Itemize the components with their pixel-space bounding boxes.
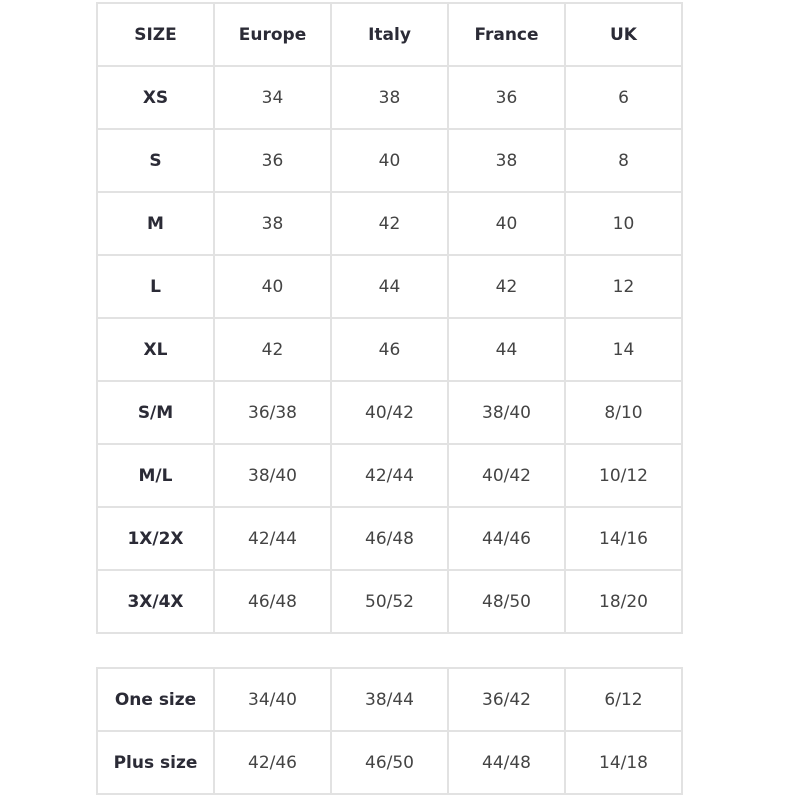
- size-label-cell: 3X/4X: [96, 569, 215, 634]
- column-header: Europe: [213, 2, 332, 67]
- size-value-cell: 10/12: [564, 443, 683, 508]
- header-row: SIZE Europe Italy France UK: [96, 2, 683, 67]
- size-value-cell: 44/48: [447, 730, 566, 795]
- column-header: France: [447, 2, 566, 67]
- size-label-cell: M: [96, 191, 215, 256]
- size-value-cell: 40/42: [330, 380, 449, 445]
- size-value-cell: 38: [213, 191, 332, 256]
- size-value-cell: 36: [447, 65, 566, 130]
- size-value-cell: 14/16: [564, 506, 683, 571]
- table-row: 1X/2X 42/44 46/48 44/46 14/16: [96, 506, 683, 571]
- table-row: One size 34/40 38/44 36/42 6/12: [96, 667, 683, 732]
- size-value-cell: 42/44: [213, 506, 332, 571]
- size-value-cell: 10: [564, 191, 683, 256]
- size-value-cell: 12: [564, 254, 683, 319]
- column-header: Italy: [330, 2, 449, 67]
- size-value-cell: 40: [213, 254, 332, 319]
- size-value-cell: 6/12: [564, 667, 683, 732]
- size-value-cell: 44/46: [447, 506, 566, 571]
- size-value-cell: 38/40: [447, 380, 566, 445]
- size-label-cell: L: [96, 254, 215, 319]
- size-value-cell: 44: [330, 254, 449, 319]
- size-value-cell: 46/50: [330, 730, 449, 795]
- size-value-cell: 42/46: [213, 730, 332, 795]
- table-row: M 38 42 40 10: [96, 191, 683, 256]
- size-value-cell: 8: [564, 128, 683, 193]
- size-value-cell: 34/40: [213, 667, 332, 732]
- size-value-cell: 38/44: [330, 667, 449, 732]
- size-value-cell: 40/42: [447, 443, 566, 508]
- size-value-cell: 34: [213, 65, 332, 130]
- size-label-cell: Plus size: [96, 730, 215, 795]
- size-value-cell: 36: [213, 128, 332, 193]
- size-value-cell: 48/50: [447, 569, 566, 634]
- size-value-cell: 14/18: [564, 730, 683, 795]
- size-label-cell: M/L: [96, 443, 215, 508]
- table-row: XS 34 38 36 6: [96, 65, 683, 130]
- table-row: XL 42 46 44 14: [96, 317, 683, 382]
- size-value-cell: 38: [330, 65, 449, 130]
- size-value-cell: 40: [447, 191, 566, 256]
- one-plus-size-table: One size 34/40 38/44 36/42 6/12 Plus size 42/4…: [96, 667, 683, 795]
- size-label-cell: 1X/2X: [96, 506, 215, 571]
- size-value-cell: 6: [564, 65, 683, 130]
- size-label-cell: XL: [96, 317, 215, 382]
- size-value-cell: 42: [447, 254, 566, 319]
- size-value-cell: 42/44: [330, 443, 449, 508]
- size-value-cell: 38: [447, 128, 566, 193]
- size-conversion-table: SIZE Europe Italy France UK XS 34 38 36 6 S 36 40 38 8…: [96, 2, 683, 634]
- size-value-cell: 8/10: [564, 380, 683, 445]
- size-value-cell: 36/38: [213, 380, 332, 445]
- table-row: S 36 40 38 8: [96, 128, 683, 193]
- size-label-cell: XS: [96, 65, 215, 130]
- size-value-cell: 40: [330, 128, 449, 193]
- table-row: S/M 36/38 40/42 38/40 8/10: [96, 380, 683, 445]
- size-label-cell: S: [96, 128, 215, 193]
- size-value-cell: 44: [447, 317, 566, 382]
- size-value-cell: 46/48: [330, 506, 449, 571]
- size-value-cell: 36/42: [447, 667, 566, 732]
- size-value-cell: 42: [213, 317, 332, 382]
- size-value-cell: 50/52: [330, 569, 449, 634]
- column-header: UK: [564, 2, 683, 67]
- table-row: M/L 38/40 42/44 40/42 10/12: [96, 443, 683, 508]
- size-label-cell: One size: [96, 667, 215, 732]
- table-row: L 40 44 42 12: [96, 254, 683, 319]
- column-header: SIZE: [96, 2, 215, 67]
- size-value-cell: 38/40: [213, 443, 332, 508]
- table-row: 3X/4X 46/48 50/52 48/50 18/20: [96, 569, 683, 634]
- table-row: Plus size 42/46 46/50 44/48 14/18: [96, 730, 683, 795]
- size-label-cell: S/M: [96, 380, 215, 445]
- size-value-cell: 46: [330, 317, 449, 382]
- size-value-cell: 18/20: [564, 569, 683, 634]
- size-value-cell: 14: [564, 317, 683, 382]
- size-value-cell: 42: [330, 191, 449, 256]
- size-value-cell: 46/48: [213, 569, 332, 634]
